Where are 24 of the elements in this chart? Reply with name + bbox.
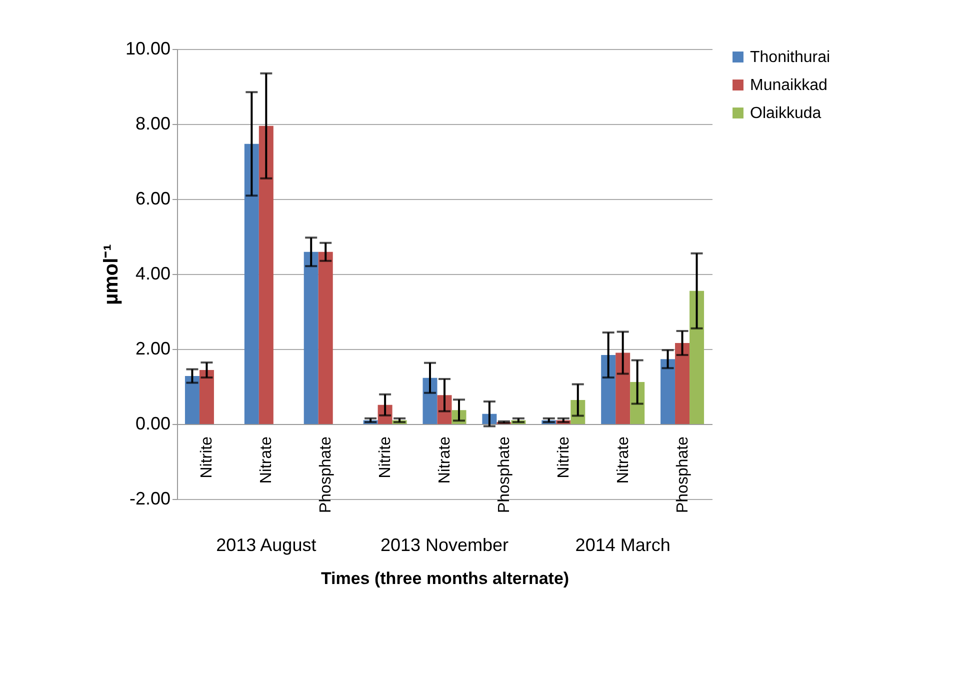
legend-label: Munaikkad — [750, 77, 828, 94]
y-axis-title: µmol⁻¹ — [100, 244, 122, 305]
y-tick-label: 4.00 — [135, 264, 170, 284]
legend-label: Olaikkuda — [750, 105, 822, 122]
text: 2014 March — [575, 535, 670, 555]
text: 2013 November — [380, 535, 509, 555]
y-tick-label: 0.00 — [135, 414, 170, 434]
y-tick-label: 8.00 — [135, 114, 170, 134]
x-tick-label: Nitrite — [377, 436, 394, 478]
y-tick-label: 6.00 — [135, 188, 170, 208]
x-tick-label: Phosphate — [318, 436, 335, 514]
x-tick-label: Phosphate — [496, 436, 513, 514]
y-tick-label: 2.00 — [135, 338, 170, 358]
legend-label: Thonithurai — [750, 49, 830, 66]
y-tick-label: 10.00 — [125, 38, 170, 58]
y-tick-label: -2.00 — [129, 488, 170, 508]
text: 2013 August — [216, 535, 316, 555]
x-tick-label: Nitrate — [258, 436, 276, 484]
x-tick-label: Nitrite — [555, 436, 572, 478]
x-axis-title: Times (three months alternate) — [320, 569, 570, 588]
x-tick-label: Nitrate — [614, 436, 632, 484]
x-tick-label: Nitrite — [198, 436, 216, 478]
x-tick-label: Nitrate — [436, 436, 454, 484]
x-tick-label: Phosphate — [674, 436, 692, 514]
